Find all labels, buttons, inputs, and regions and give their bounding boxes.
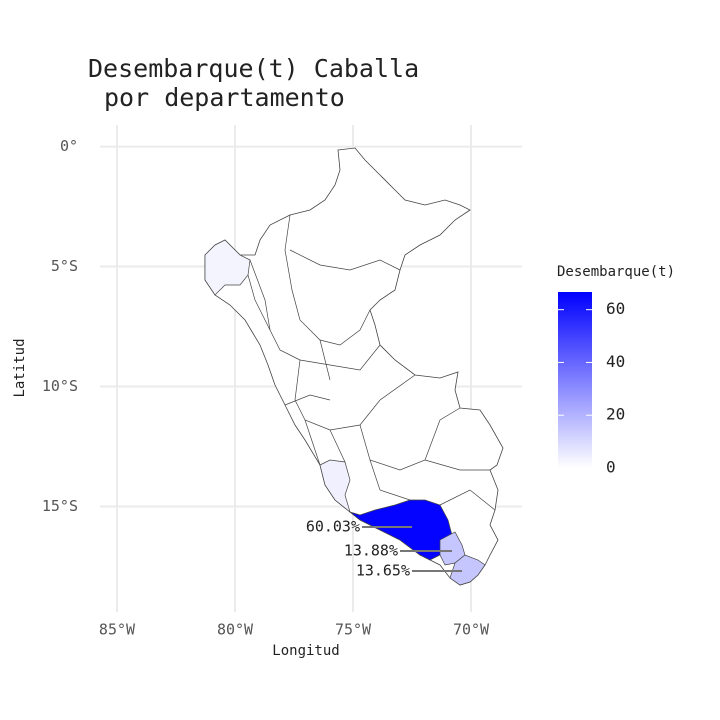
x-tick-label: 80°W [217,621,254,639]
region [204,239,251,296]
y-tick-label: 0° [60,137,78,155]
chart-title: Desembarque(t) Caballa [88,54,419,83]
legend-title: Desembarque(t) [557,264,675,280]
share-label: 13.88% [344,542,398,560]
legend-tick-label: 60 [606,299,625,318]
legend-tick-label: 20 [606,405,625,424]
x-tick-label: 75°W [335,621,372,639]
colorbar [558,292,592,468]
x-tick-label: 85°W [99,621,136,639]
department-borders [247,214,496,511]
x-axis-label: Longitud [272,643,339,659]
region [449,554,486,586]
legend-tick-label: 0 [606,458,616,477]
y-tick-label: 10°S [42,377,78,395]
x-tick-label: 70°W [453,621,490,639]
share-label: 60.03% [306,518,360,536]
legend-tick-label: 40 [606,352,625,371]
share-label: 13.65% [356,562,410,580]
y-tick-label: 5°S [51,257,78,275]
y-axis-label: Latitud [12,338,28,397]
chart-title: por departamento [104,83,345,112]
y-tick-label: 15°S [42,497,78,515]
region [319,459,351,513]
